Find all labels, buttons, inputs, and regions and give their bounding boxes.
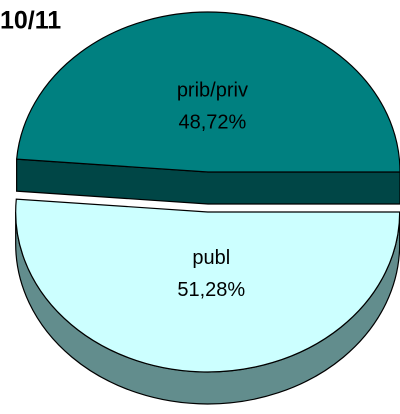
slice [15, 198, 400, 373]
slice [15, 11, 400, 173]
slice-value-label: 48,72% [178, 111, 246, 133]
slice-label: publ [192, 247, 230, 269]
chart-title: 10/11 [0, 7, 61, 35]
slice-value-label: 51,28% [177, 279, 245, 301]
slice-label: prib/priv [177, 79, 248, 101]
